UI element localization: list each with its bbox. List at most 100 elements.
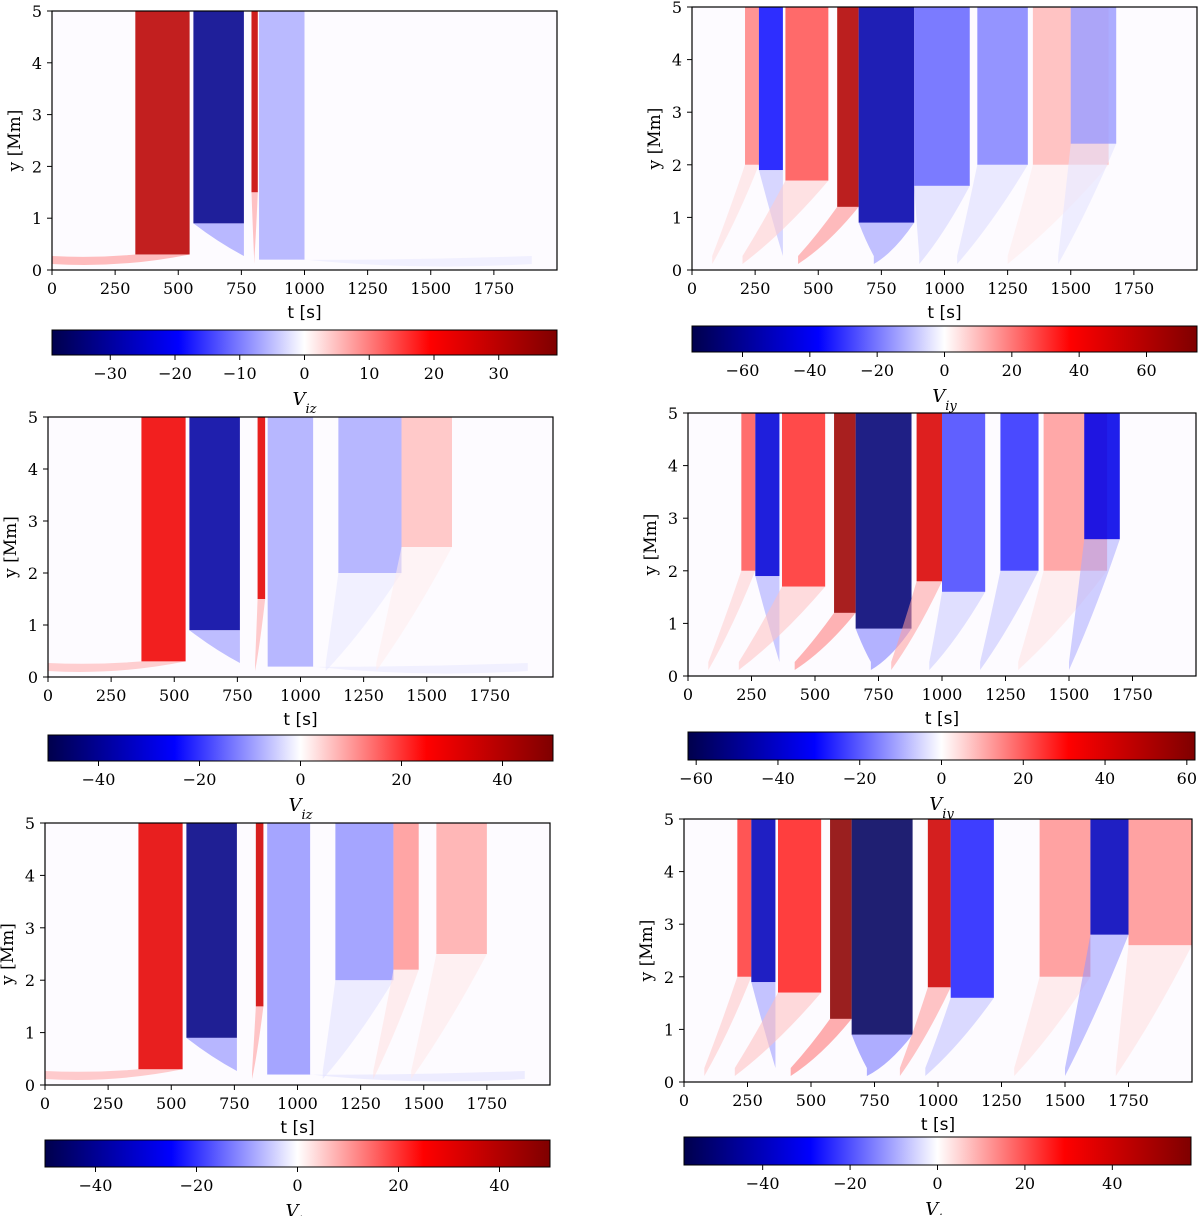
band-tail-5 xyxy=(851,1034,913,1076)
y-axis-label: y [Mm] xyxy=(0,923,18,986)
x-tick-label: 1750 xyxy=(1112,685,1153,704)
band-tail-3 xyxy=(251,192,258,264)
colorbar-tick-label: 10 xyxy=(359,364,379,383)
band-3 xyxy=(255,823,264,1007)
y-tick-label: 3 xyxy=(32,106,42,125)
colorbar-label-sub: iy xyxy=(938,1212,950,1216)
colorbar-tick-label: 40 xyxy=(1095,769,1115,788)
x-tick-label: 1500 xyxy=(1045,1091,1086,1110)
colorbar-label: Viz xyxy=(288,795,312,823)
band-tail-8 xyxy=(1014,976,1091,1076)
x-tick-label: 250 xyxy=(732,1091,763,1110)
colorbar-tick-label: −60 xyxy=(679,769,713,788)
band-10 xyxy=(1084,413,1120,540)
colorbar xyxy=(687,731,1196,761)
band-4 xyxy=(259,11,305,260)
band-tail-6 xyxy=(373,969,419,1079)
y-tick-label: 4 xyxy=(668,457,678,476)
band-tail-5 xyxy=(325,573,402,671)
x-tick-label: 1500 xyxy=(410,279,451,298)
y-axis-label: y [Mm] xyxy=(645,108,665,171)
y-tick-label: 2 xyxy=(668,562,678,581)
x-tick-label: 250 xyxy=(736,685,767,704)
band-tail-7 xyxy=(925,997,994,1076)
x-tick-label: 1000 xyxy=(918,1091,959,1110)
x-tick-label: 1500 xyxy=(1049,685,1090,704)
band-9 xyxy=(1070,7,1117,144)
band-tail-4 xyxy=(267,1071,525,1082)
colorbar-tick-label: 40 xyxy=(1069,361,1089,380)
y-tick-label: 5 xyxy=(664,810,674,829)
colorbar-tick-label: 0 xyxy=(939,361,949,380)
band-tail-10 xyxy=(1115,945,1192,1076)
colorbar xyxy=(691,325,1198,353)
x-tick-label: 250 xyxy=(96,686,127,705)
y-tick-label: 2 xyxy=(28,564,38,583)
band-tail-5 xyxy=(858,222,915,264)
band-7 xyxy=(977,7,1028,165)
band-6 xyxy=(393,823,419,970)
band-tail-2 xyxy=(193,223,244,264)
band-4 xyxy=(267,417,314,667)
band-2 xyxy=(189,417,240,631)
band-tail-7 xyxy=(411,954,487,1079)
x-axis-label: t [s] xyxy=(921,1115,955,1135)
panel-3: 0 250 500 750 1000 1250 1500 1750 0 1 2 3 4 5 t [s] y [… xyxy=(1,408,554,823)
band-tail-4 xyxy=(790,1018,852,1076)
band-2 xyxy=(751,819,776,983)
band-tail-1 xyxy=(45,1069,183,1080)
y-tick-label: 1 xyxy=(28,616,38,635)
band-4 xyxy=(837,7,859,207)
colorbar-label-sub: iz xyxy=(298,1214,309,1216)
band-tail-6 xyxy=(376,547,452,671)
colorbar-label-sub: iz xyxy=(305,402,316,417)
band-6 xyxy=(914,7,970,186)
colorbar-tick-label: −20 xyxy=(860,361,894,380)
y-tick-label: 1 xyxy=(32,209,42,228)
band-tail-9 xyxy=(1058,143,1117,264)
band-tail-3 xyxy=(255,599,266,671)
band-3 xyxy=(781,413,826,587)
colorbar-label-sub: iy xyxy=(945,399,957,414)
y-axis-label: y [Mm] xyxy=(5,110,25,173)
band-5 xyxy=(335,823,394,981)
panel-4: 0 250 500 750 1000 1250 1500 1750 0 1 2 3 4 5 t [s] y [… xyxy=(641,404,1197,822)
x-tick-label: 0 xyxy=(40,1094,50,1113)
y-tick-label: 1 xyxy=(664,1020,674,1039)
x-tick-label: 1250 xyxy=(343,686,384,705)
x-tick-label: 1250 xyxy=(340,1094,381,1113)
y-tick-label: 3 xyxy=(25,919,35,938)
colorbar-tick-label: 60 xyxy=(1136,361,1156,380)
x-tick-label: 0 xyxy=(683,685,693,704)
band-1 xyxy=(138,823,183,1070)
colorbar-tick-label: 0 xyxy=(295,770,305,789)
band-tail-8 xyxy=(980,570,1039,670)
colorbar-tick-label: 40 xyxy=(1102,1174,1122,1193)
x-axis-label: t [s] xyxy=(287,303,321,323)
x-tick-label: 500 xyxy=(163,279,194,298)
band-1 xyxy=(745,7,759,165)
y-tick-label: 3 xyxy=(668,509,678,528)
x-axis-label: t [s] xyxy=(927,303,961,323)
x-tick-label: 1000 xyxy=(924,279,965,298)
colorbar-label-sub: iy xyxy=(942,807,954,822)
colorbar-tick-label: −40 xyxy=(746,1174,780,1193)
x-tick-label: 0 xyxy=(679,1091,689,1110)
x-tick-label: 1250 xyxy=(347,279,388,298)
band-2 xyxy=(758,7,783,171)
colorbar-tick-label: 20 xyxy=(1002,361,1022,380)
y-tick-label: 4 xyxy=(664,863,674,882)
band-tail-3 xyxy=(734,992,822,1076)
band-tail-1 xyxy=(708,570,756,670)
x-tick-label: 0 xyxy=(43,686,53,705)
band-7 xyxy=(436,823,487,954)
y-tick-label: 5 xyxy=(25,814,35,833)
band-tail-2 xyxy=(189,630,240,671)
band-tail-9 xyxy=(1065,934,1129,1076)
x-tick-label: 1000 xyxy=(280,686,321,705)
heatmap-field xyxy=(712,7,1117,264)
colorbar xyxy=(51,329,558,356)
band-7 xyxy=(950,819,994,998)
band-tail-6 xyxy=(891,581,942,670)
